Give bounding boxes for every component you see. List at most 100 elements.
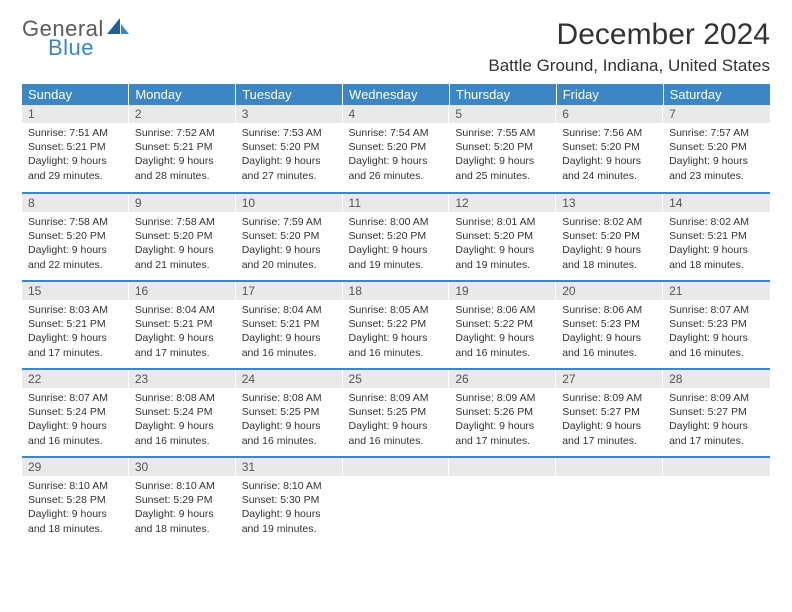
day-number	[663, 458, 770, 476]
day-body: Sunrise: 8:09 AMSunset: 5:27 PMDaylight:…	[663, 388, 770, 452]
weekday-header: Thursday	[449, 84, 556, 105]
sunset-line: Sunset: 5:23 PM	[669, 317, 764, 331]
day-number: 21	[663, 282, 770, 300]
sunrise-line: Sunrise: 7:57 AM	[669, 126, 764, 140]
sunrise-line: Sunrise: 8:06 AM	[455, 303, 550, 317]
sunrise-line: Sunrise: 8:10 AM	[242, 479, 337, 493]
weekday-header: Sunday	[22, 84, 129, 105]
daylight-line: Daylight: 9 hours and 23 minutes.	[669, 154, 764, 182]
sunset-line: Sunset: 5:20 PM	[562, 140, 657, 154]
daylight-line: Daylight: 9 hours and 16 minutes.	[562, 331, 657, 359]
daylight-line: Daylight: 9 hours and 16 minutes.	[242, 331, 337, 359]
day-number: 17	[236, 282, 343, 300]
day-number: 15	[22, 282, 129, 300]
sunrise-line: Sunrise: 7:52 AM	[135, 126, 230, 140]
weekday-header: Saturday	[663, 84, 770, 105]
calendar-table: Sunday Monday Tuesday Wednesday Thursday…	[22, 84, 770, 545]
sunset-line: Sunset: 5:21 PM	[28, 140, 123, 154]
day-body: Sunrise: 7:52 AMSunset: 5:21 PMDaylight:…	[129, 123, 236, 187]
daylight-line: Daylight: 9 hours and 17 minutes.	[669, 419, 764, 447]
daylight-line: Daylight: 9 hours and 25 minutes.	[455, 154, 550, 182]
day-body: Sunrise: 8:09 AMSunset: 5:25 PMDaylight:…	[343, 388, 450, 452]
calendar-day-cell: 31Sunrise: 8:10 AMSunset: 5:30 PMDayligh…	[236, 457, 343, 545]
sunrise-line: Sunrise: 8:09 AM	[455, 391, 550, 405]
daylight-line: Daylight: 9 hours and 17 minutes.	[28, 331, 123, 359]
sunrise-line: Sunrise: 7:59 AM	[242, 215, 337, 229]
sunrise-line: Sunrise: 8:05 AM	[349, 303, 444, 317]
sunset-line: Sunset: 5:24 PM	[135, 405, 230, 419]
weekday-header: Wednesday	[343, 84, 450, 105]
day-body: Sunrise: 8:01 AMSunset: 5:20 PMDaylight:…	[449, 212, 556, 276]
sunset-line: Sunset: 5:21 PM	[242, 317, 337, 331]
sunrise-line: Sunrise: 8:04 AM	[135, 303, 230, 317]
day-number	[556, 458, 663, 476]
day-number: 18	[343, 282, 450, 300]
daylight-line: Daylight: 9 hours and 18 minutes.	[562, 243, 657, 271]
daylight-line: Daylight: 9 hours and 18 minutes.	[669, 243, 764, 271]
calendar-day-cell: 7 Sunrise: 7:57 AMSunset: 5:20 PMDaylight…	[663, 105, 770, 193]
day-number: 5	[449, 105, 556, 123]
sunrise-line: Sunrise: 8:10 AM	[28, 479, 123, 493]
sunrise-line: Sunrise: 8:09 AM	[669, 391, 764, 405]
day-body: Sunrise: 8:07 AMSunset: 5:23 PMDaylight:…	[663, 300, 770, 364]
day-number: 4	[343, 105, 450, 123]
sunset-line: Sunset: 5:20 PM	[669, 140, 764, 154]
sunset-line: Sunset: 5:20 PM	[455, 140, 550, 154]
sunset-line: Sunset: 5:25 PM	[242, 405, 337, 419]
daylight-line: Daylight: 9 hours and 20 minutes.	[242, 243, 337, 271]
day-body	[663, 476, 770, 526]
calendar-day-cell: 2Sunrise: 7:52 AMSunset: 5:21 PMDaylight…	[129, 105, 236, 193]
calendar-week-row: 15Sunrise: 8:03 AMSunset: 5:21 PMDayligh…	[22, 281, 770, 369]
daylight-line: Daylight: 9 hours and 24 minutes.	[562, 154, 657, 182]
day-number: 24	[236, 370, 343, 388]
day-number: 7	[663, 105, 770, 123]
sunrise-line: Sunrise: 7:55 AM	[455, 126, 550, 140]
day-body: Sunrise: 8:04 AMSunset: 5:21 PMDaylight:…	[236, 300, 343, 364]
sunrise-line: Sunrise: 7:51 AM	[28, 126, 123, 140]
day-number: 12	[449, 194, 556, 212]
daylight-line: Daylight: 9 hours and 18 minutes.	[28, 507, 123, 535]
calendar-day-cell: 5 Sunrise: 7:55 AMSunset: 5:20 PMDaylight…	[449, 105, 556, 193]
sunset-line: Sunset: 5:20 PM	[242, 229, 337, 243]
daylight-line: Daylight: 9 hours and 16 minutes.	[28, 419, 123, 447]
day-body: Sunrise: 8:09 AMSunset: 5:27 PMDaylight:…	[556, 388, 663, 452]
daylight-line: Daylight: 9 hours and 28 minutes.	[135, 154, 230, 182]
sunset-line: Sunset: 5:20 PM	[349, 140, 444, 154]
day-number: 14	[663, 194, 770, 212]
calendar-day-cell: 25Sunrise: 8:09 AMSunset: 5:25 PMDayligh…	[343, 369, 450, 457]
weekday-header-row: Sunday Monday Tuesday Wednesday Thursday…	[22, 84, 770, 105]
day-number: 28	[663, 370, 770, 388]
day-body: Sunrise: 8:08 AMSunset: 5:25 PMDaylight:…	[236, 388, 343, 452]
calendar-day-cell: 12Sunrise: 8:01 AMSunset: 5:20 PMDayligh…	[449, 193, 556, 281]
sunrise-line: Sunrise: 8:02 AM	[669, 215, 764, 229]
daylight-line: Daylight: 9 hours and 19 minutes.	[242, 507, 337, 535]
daylight-line: Daylight: 9 hours and 19 minutes.	[455, 243, 550, 271]
calendar-day-cell: 28Sunrise: 8:09 AMSunset: 5:27 PMDayligh…	[663, 369, 770, 457]
calendar-day-cell: 27Sunrise: 8:09 AMSunset: 5:27 PMDayligh…	[556, 369, 663, 457]
header: General Blue December 2024 Battle Ground…	[22, 18, 770, 76]
sunset-line: Sunset: 5:29 PM	[135, 493, 230, 507]
calendar-day-cell: 16Sunrise: 8:04 AMSunset: 5:21 PMDayligh…	[129, 281, 236, 369]
calendar-day-cell: 17Sunrise: 8:04 AMSunset: 5:21 PMDayligh…	[236, 281, 343, 369]
calendar-day-cell: 19Sunrise: 8:06 AMSunset: 5:22 PMDayligh…	[449, 281, 556, 369]
day-body: Sunrise: 8:02 AMSunset: 5:21 PMDaylight:…	[663, 212, 770, 276]
day-body: Sunrise: 8:07 AMSunset: 5:24 PMDaylight:…	[22, 388, 129, 452]
day-body: Sunrise: 8:03 AMSunset: 5:21 PMDaylight:…	[22, 300, 129, 364]
calendar-day-cell	[343, 457, 450, 545]
sunset-line: Sunset: 5:21 PM	[669, 229, 764, 243]
calendar-day-cell: 14Sunrise: 8:02 AMSunset: 5:21 PMDayligh…	[663, 193, 770, 281]
sunset-line: Sunset: 5:21 PM	[135, 317, 230, 331]
sunset-line: Sunset: 5:23 PM	[562, 317, 657, 331]
sunrise-line: Sunrise: 7:58 AM	[135, 215, 230, 229]
calendar-day-cell: 10 Sunrise: 7:59 AMSunset: 5:20 PMDayligh…	[236, 193, 343, 281]
sunrise-line: Sunrise: 8:08 AM	[242, 391, 337, 405]
day-body	[343, 476, 450, 526]
calendar-week-row: 22Sunrise: 8:07 AMSunset: 5:24 PMDayligh…	[22, 369, 770, 457]
day-body: Sunrise: 8:00 AMSunset: 5:20 PMDaylight:…	[343, 212, 450, 276]
sunset-line: Sunset: 5:26 PM	[455, 405, 550, 419]
day-body	[449, 476, 556, 526]
day-number: 10	[236, 194, 343, 212]
calendar-day-cell: 21Sunrise: 8:07 AMSunset: 5:23 PMDayligh…	[663, 281, 770, 369]
calendar-day-cell: 20Sunrise: 8:06 AMSunset: 5:23 PMDayligh…	[556, 281, 663, 369]
sunrise-line: Sunrise: 8:06 AM	[562, 303, 657, 317]
